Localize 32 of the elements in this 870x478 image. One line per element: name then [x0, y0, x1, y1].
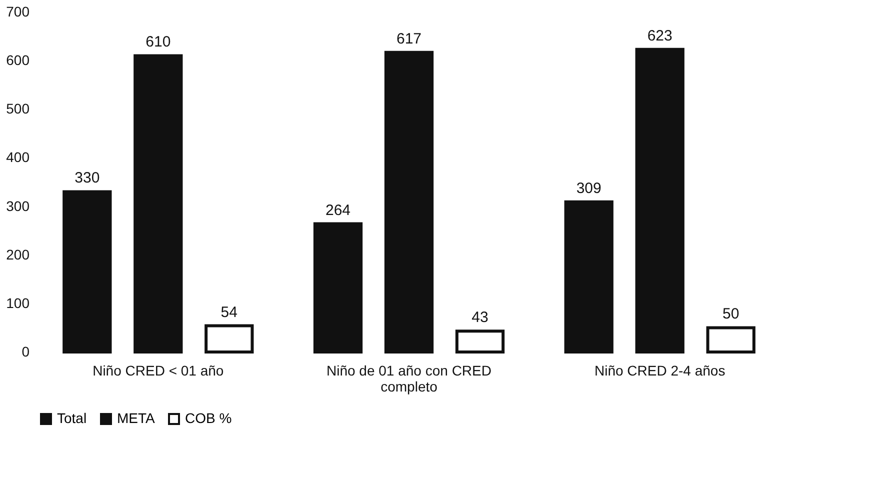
bar	[706, 326, 756, 354]
y-tick-label: 300	[6, 198, 30, 214]
bar	[134, 54, 183, 354]
bar	[204, 324, 254, 354]
y-tick-label: 700	[6, 4, 30, 20]
y-tick-label: 100	[6, 294, 30, 311]
y-tick-label: 500	[6, 100, 30, 117]
bar	[384, 50, 434, 354]
y-tick-label: 0	[22, 344, 30, 360]
y-tick-label: 200	[6, 246, 30, 262]
bar	[635, 48, 684, 354]
y-tick-label: 600	[6, 52, 30, 68]
data-label: 623	[647, 27, 672, 44]
data-label: 309	[576, 180, 602, 197]
data-label: 610	[146, 34, 171, 51]
legend-label: Total	[57, 410, 87, 426]
data-label: 54	[220, 304, 238, 321]
x-tick-label: Niño CRED < 01 año	[92, 362, 224, 378]
data-label: 617	[396, 30, 422, 48]
legend-label: META	[117, 410, 156, 426]
x-tick-label: Niño CRED 2-4 años	[594, 362, 726, 378]
bar	[313, 222, 363, 354]
x-tick-label: Niño de 01 año con CRED completo	[326, 362, 492, 394]
bar	[455, 330, 505, 354]
bar	[62, 190, 112, 354]
data-label: 264	[325, 202, 351, 219]
legend-label: COB %	[185, 410, 232, 426]
data-label: 43	[472, 309, 488, 326]
data-label: 50	[722, 306, 740, 323]
bar	[564, 200, 614, 354]
data-label: 330	[74, 170, 100, 187]
y-tick-label: 400	[6, 149, 30, 166]
